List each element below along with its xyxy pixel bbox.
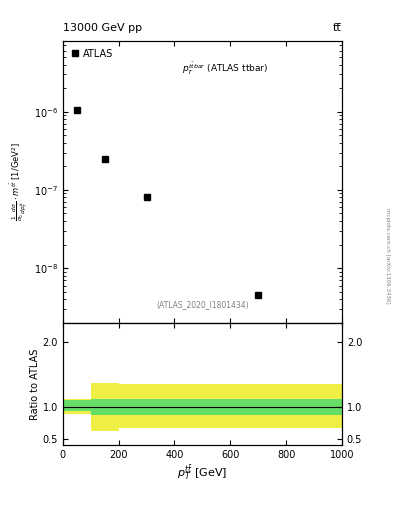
Text: tt̅: tt̅ <box>333 23 342 33</box>
Text: mcplots.cern.ch [arXiv:1306.3436]: mcplots.cern.ch [arXiv:1306.3436] <box>385 208 389 304</box>
Legend: ATLAS: ATLAS <box>68 46 116 61</box>
Text: $p_T^{t\bar{t}bar}$ (ATLAS ttbar): $p_T^{t\bar{t}bar}$ (ATLAS ttbar) <box>182 61 268 77</box>
Text: 13000 GeV pp: 13000 GeV pp <box>63 23 142 33</box>
Y-axis label: Ratio to ATLAS: Ratio to ATLAS <box>30 349 40 420</box>
ATLAS <box>256 292 261 298</box>
ATLAS <box>144 195 149 201</box>
Text: (ATLAS_2020_I1801434): (ATLAS_2020_I1801434) <box>156 300 249 309</box>
Y-axis label: $\frac{1}{\sigma_0} \frac{d\sigma}{dp_T^{t\bar{t}}} \cdot m^{t\bar{t}}$ [1/GeV$^: $\frac{1}{\sigma_0} \frac{d\sigma}{dp_T^… <box>9 142 30 222</box>
X-axis label: $p^{t\bar{t}}_{T}$ [GeV]: $p^{t\bar{t}}_{T}$ [GeV] <box>177 463 228 482</box>
ATLAS <box>75 107 79 113</box>
Line: ATLAS: ATLAS <box>74 107 261 298</box>
ATLAS <box>103 156 107 162</box>
